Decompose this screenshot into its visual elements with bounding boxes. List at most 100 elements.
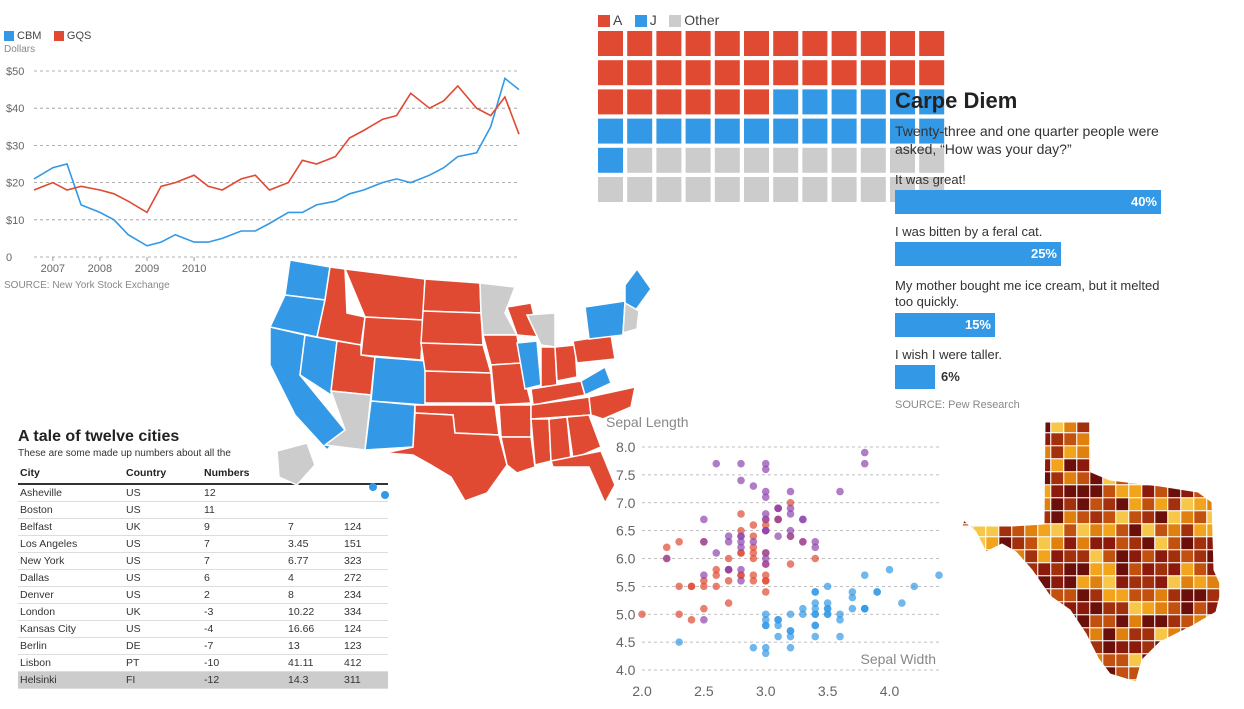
waffle-cell (714, 89, 740, 115)
county-cell (1128, 549, 1142, 563)
county-cell (1024, 601, 1038, 615)
scatter-point (761, 521, 770, 529)
county-cell (998, 614, 1012, 628)
county-cell (1141, 666, 1155, 680)
county-cell (972, 471, 986, 485)
waffle-cell (744, 177, 769, 202)
county-cell (1050, 627, 1064, 641)
county-cell (1063, 679, 1077, 682)
county-cell (1115, 458, 1129, 472)
scatter-point (675, 582, 683, 591)
county-cell (1089, 422, 1103, 433)
county-cell (1063, 653, 1077, 667)
waffle-cell (802, 89, 828, 115)
scatter-point (761, 510, 770, 518)
table-cell: US (124, 620, 202, 638)
county-cell (1180, 640, 1194, 654)
state-missouri (490, 362, 532, 406)
scatter-point (662, 543, 671, 552)
county-cell (972, 497, 986, 511)
scatter-point (811, 554, 820, 563)
county-cell (1167, 536, 1181, 550)
county-cell (1180, 666, 1194, 680)
county-cell (1167, 422, 1181, 433)
table-cell: 412 (342, 654, 388, 672)
waffle-cell (773, 89, 799, 115)
county-cell (985, 422, 999, 433)
county-cell (1089, 536, 1103, 550)
column-header[interactable] (342, 465, 388, 485)
county-cell (972, 627, 986, 641)
waffle-cell (685, 31, 711, 56)
table-cell: 6 (202, 569, 286, 587)
survey-label: I wish I were taller. (895, 347, 1002, 362)
county-cell (1206, 445, 1220, 459)
waffle-cell (744, 118, 769, 144)
table-row[interactable]: Boston US 11 (18, 501, 388, 519)
table-row[interactable]: Denver US 2 8 234 (18, 586, 388, 604)
waffle-cell (890, 118, 915, 144)
county-cell (1050, 653, 1064, 667)
table-row[interactable]: London UK -3 10.22 334 (18, 603, 388, 621)
county-cell (1050, 497, 1064, 511)
county-cell (1024, 510, 1038, 524)
state-wyoming (360, 316, 424, 361)
county-cell (1154, 627, 1168, 641)
waffle-cell (656, 89, 682, 115)
scatter-point (774, 515, 782, 524)
waffle-cell (598, 177, 623, 202)
table-cell: US (124, 569, 202, 587)
county-cell (1024, 549, 1038, 563)
county-cell (1102, 601, 1116, 615)
map-eastern-states (525, 267, 652, 505)
county-cell (1024, 484, 1038, 498)
county-cell (1089, 510, 1103, 524)
table-row[interactable]: Asheville US 12 (18, 484, 388, 502)
table-cell: 11 (202, 501, 286, 519)
county-cell (962, 588, 973, 602)
county-cell (1050, 510, 1064, 524)
county-cell (1154, 471, 1168, 485)
table-row[interactable]: Lisbon PT -10 41.11 412 (18, 654, 388, 672)
county-cell (1180, 445, 1194, 459)
survey-bar: 40% (895, 190, 1161, 214)
county-cell (1089, 445, 1103, 459)
table-row[interactable]: Dallas US 6 4 272 (18, 569, 388, 587)
waffle-cell (714, 147, 740, 173)
county-cell (1050, 422, 1064, 433)
x-tick-label: 2009 (135, 263, 159, 275)
county-cell (1063, 601, 1077, 615)
scatter-point (823, 582, 832, 591)
table-row[interactable]: Los Angeles US 7 3.45 151 (18, 535, 388, 553)
column-header[interactable]: City (18, 465, 124, 485)
county-cell (972, 588, 986, 602)
county-cell (1011, 536, 1025, 550)
county-cell (972, 601, 986, 615)
column-header[interactable]: Country (124, 465, 202, 485)
state-georgia (566, 414, 602, 461)
column-header[interactable]: Numbers (202, 465, 286, 485)
county-cell (1050, 588, 1064, 602)
county-cell (1193, 471, 1207, 485)
table-row[interactable]: New York US 7 6.77 323 (18, 552, 388, 570)
table-row[interactable]: Berlin DE -7 13 123 (18, 637, 388, 655)
scatter-point (786, 510, 795, 518)
county-cell (1063, 484, 1077, 498)
y-tick-label: 4.0 (616, 662, 636, 678)
table-row[interactable]: Helsinki FI -12 14.3 311 (18, 671, 388, 689)
legend-label: Other (684, 12, 720, 28)
state-nebraska (420, 342, 493, 374)
table-cell: Helsinki (18, 671, 124, 689)
y-tick-label: $20 (6, 178, 24, 190)
county-cell (1102, 536, 1116, 550)
table-row[interactable]: Kansas City US -4 16.66 124 (18, 620, 388, 638)
survey-bar-row: 6% (895, 365, 1161, 389)
county-cell (998, 601, 1012, 615)
table-row[interactable]: Belfast UK 9 7 124 (18, 518, 388, 536)
y-tick-label: 7.0 (616, 495, 636, 511)
scatter-point (687, 616, 696, 624)
waffle-cell (860, 147, 886, 173)
table-cell: 151 (342, 535, 388, 553)
scatter-point (700, 582, 708, 591)
county-cell (962, 484, 973, 498)
